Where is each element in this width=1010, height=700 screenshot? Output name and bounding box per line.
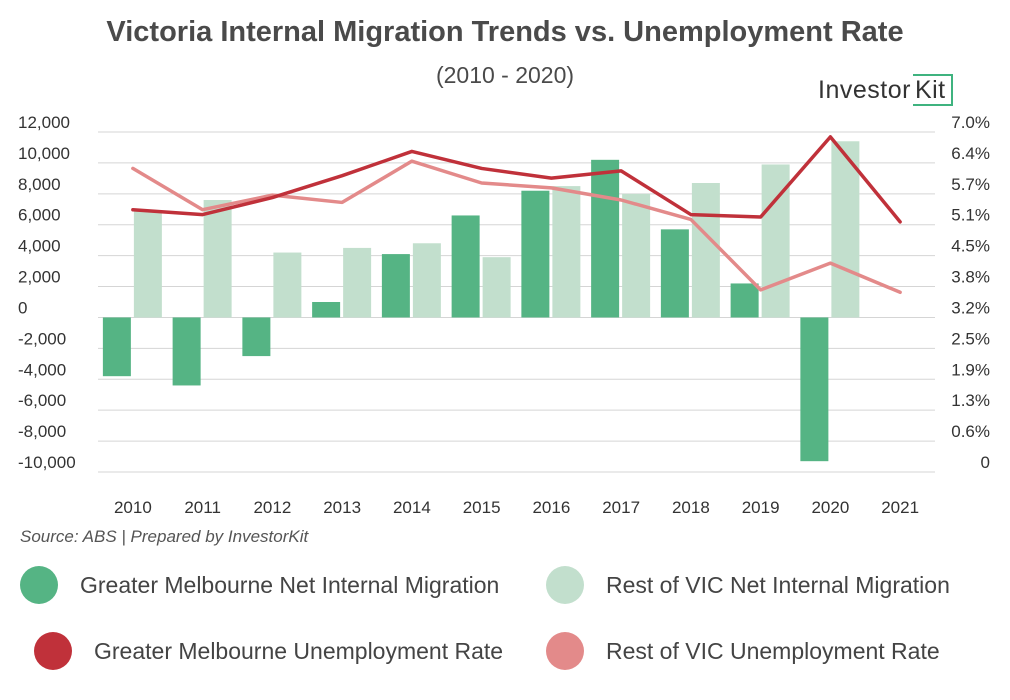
legend-item-rest-unemployment[interactable]: Rest of VIC Unemployment Rate <box>546 632 940 670</box>
y-right-tick-label: 0 <box>981 453 990 472</box>
x-tick-label: 2010 <box>114 498 152 517</box>
y-right-tick-label: 3.2% <box>951 298 990 317</box>
bar-rest-migration <box>691 183 720 318</box>
y-right-tick-label: 6.4% <box>951 144 990 163</box>
y-axis-left: 12,000 10,000 8,000 6,000 4,000 2,000 0 -2,000 -… <box>18 113 76 472</box>
y-left-tick-label: -2,000 <box>18 329 66 348</box>
x-tick-label: 2013 <box>323 498 361 517</box>
bar-gm-migration <box>451 215 480 318</box>
bar-rest-migration <box>203 200 232 318</box>
y-left-tick-label: -6,000 <box>18 391 66 410</box>
line-gm-unemployment <box>131 135 902 224</box>
combo-chart: 12,000 10,000 8,000 6,000 4,000 2,000 0 -2,000 -… <box>18 113 990 517</box>
y-right-tick-label: 4.5% <box>951 237 990 256</box>
x-tick-label: 2018 <box>672 498 710 517</box>
y-left-tick-label: 10,000 <box>18 144 70 163</box>
y-right-tick-label: 5.7% <box>951 175 990 194</box>
y-left-tick-label: 6,000 <box>18 206 61 225</box>
x-tick-label: 2012 <box>253 498 291 517</box>
gridlines <box>98 131 935 473</box>
y-axis-right: 7.0% 6.4% 5.7% 5.1% 4.5% 3.8% 3.2% 2.5% 1.9% 1.3%… <box>951 113 990 472</box>
logo-text: Investor <box>818 75 911 104</box>
y-right-tick-label: 2.5% <box>951 329 990 348</box>
y-right-tick-label: 7.0% <box>951 113 990 132</box>
bar-gm-migration <box>521 190 550 318</box>
bar-gm-migration <box>102 317 131 377</box>
lines <box>131 135 902 295</box>
bar-gm-migration <box>660 229 689 318</box>
y-left-tick-label: 12,000 <box>18 113 70 132</box>
bar-rest-migration <box>482 257 511 318</box>
legend-swatch <box>546 632 584 670</box>
bar-gm-migration <box>172 317 201 386</box>
y-left-tick-label: 0 <box>18 298 27 317</box>
legend-label: Rest of VIC Unemployment Rate <box>606 637 940 664</box>
bar-rest-migration <box>622 193 651 318</box>
investorkit-logo: Investor Kit <box>818 74 953 106</box>
x-tick-label: 2014 <box>393 498 431 517</box>
x-tick-label: 2011 <box>184 498 221 517</box>
chart-subtitle: (2010 - 2020) <box>435 62 575 88</box>
x-tick-label: 2021 <box>881 498 919 517</box>
bar-rest-migration <box>552 186 581 318</box>
legend-swatch <box>34 632 72 670</box>
y-left-tick-label: -4,000 <box>18 360 66 379</box>
legend-item-rest-migration[interactable]: Rest of VIC Net Internal Migration <box>546 566 950 604</box>
x-tick-label: 2019 <box>742 498 780 517</box>
legend-label: Rest of VIC Net Internal Migration <box>606 571 950 598</box>
bar-gm-migration <box>381 254 410 318</box>
bar-rest-migration <box>831 141 860 318</box>
y-right-tick-label: 3.8% <box>951 268 990 287</box>
y-left-tick-label: 8,000 <box>18 175 61 194</box>
y-left-tick-label: 4,000 <box>18 237 61 256</box>
logo-box-text: Kit <box>912 74 953 106</box>
bar-rest-migration <box>412 243 441 318</box>
y-right-tick-label: 5.1% <box>951 206 990 225</box>
bars <box>102 141 860 462</box>
y-right-tick-label: 1.3% <box>951 391 990 410</box>
legend-swatch <box>20 566 58 604</box>
y-right-tick-label: 1.9% <box>951 360 990 379</box>
legend-item-gm-migration[interactable]: Greater Melbourne Net Internal Migration <box>20 566 499 604</box>
bar-rest-migration <box>273 252 302 318</box>
y-left-tick-label: -8,000 <box>18 422 66 441</box>
y-right-tick-label: 0.6% <box>951 422 990 441</box>
x-tick-label: 2020 <box>811 498 849 517</box>
bar-gm-migration <box>242 317 271 357</box>
x-axis: 2010 2011 2012 2013 2014 2015 2016 2017 2018 2019… <box>114 498 919 517</box>
bar-gm-migration <box>800 317 829 462</box>
bar-gm-migration <box>312 302 341 318</box>
bar-gm-migration <box>591 159 620 318</box>
bar-rest-migration <box>343 247 372 318</box>
line-rest-unemployment <box>131 159 902 295</box>
chart-title: Victoria Internal Migration Trends vs. U… <box>106 16 904 48</box>
bar-gm-migration <box>730 283 759 318</box>
legend-item-gm-unemployment[interactable]: Greater Melbourne Unemployment Rate <box>34 632 503 670</box>
legend-swatch <box>546 566 584 604</box>
x-tick-label: 2015 <box>463 498 501 517</box>
y-left-tick-label: -10,000 <box>18 453 76 472</box>
legend-label: Greater Melbourne Net Internal Migration <box>80 571 500 598</box>
x-tick-label: 2017 <box>602 498 640 517</box>
y-left-tick-label: 2,000 <box>18 268 61 287</box>
bar-rest-migration <box>133 210 162 318</box>
legend: Greater Melbourne Net Internal Migration… <box>0 560 1010 690</box>
x-tick-label: 2016 <box>532 498 570 517</box>
source-note: Source: ABS | Prepared by InvestorKit <box>20 527 309 546</box>
legend-label: Greater Melbourne Unemployment Rate <box>94 637 504 664</box>
